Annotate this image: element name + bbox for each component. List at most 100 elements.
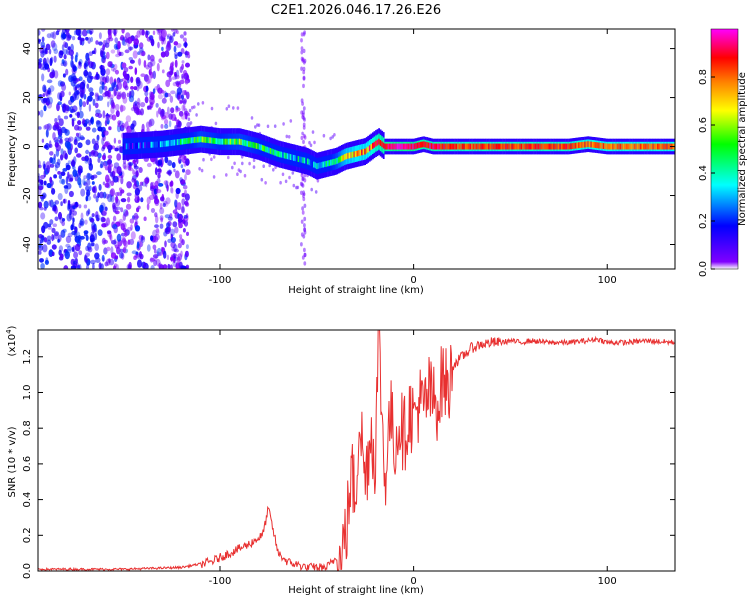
noise-blob [273,124,277,128]
noise-blob [49,71,55,79]
ridge-core [545,143,548,150]
noise-blob [150,265,155,269]
noise-blob [47,96,53,105]
ridge-core [255,143,258,149]
noise-blob [77,126,83,131]
noise-blob [128,65,133,70]
noise-blob [94,243,99,251]
noise-blob [58,174,63,180]
ridge-core [536,143,538,150]
noise-blob [51,227,56,233]
noise-blob [102,162,106,168]
ridge-core [578,142,580,149]
noise-blob [124,231,128,238]
noise-blob [163,231,168,237]
ridge-core [477,143,480,150]
noise-blob [143,262,146,268]
noise-blob [87,71,92,77]
ridge-core [444,143,447,150]
noise-blob [157,183,164,187]
ridge-core [277,151,280,157]
noise-blob [110,180,115,186]
ridge-core [633,143,636,150]
ridge-core [333,158,335,165]
noise-blob [171,187,174,194]
ridge-core [127,143,129,150]
noise-blob [116,246,121,255]
noise-blob [169,35,174,43]
ridge-core [173,139,176,146]
noise-blob [140,108,144,116]
ridge-core [150,141,153,148]
noise-blob [93,185,97,194]
ridge-core [533,143,535,150]
noise-blob [42,98,48,106]
noise-blob [291,171,295,175]
noise-blob [78,250,83,256]
noise-blob [90,218,94,223]
noise-blob [108,33,112,40]
x-tick-label: 0 [410,576,416,587]
noise-blob [68,75,73,83]
noise-blob [77,142,83,149]
noise-blob [303,117,306,122]
noise-blob [184,193,190,201]
ridge-core [330,159,332,166]
noise-blob [174,71,177,77]
ridge-core [224,138,227,145]
noise-blob [72,217,75,223]
noise-blob [63,185,69,189]
snr-y-label: SNR (10 * v/v) [7,426,18,497]
ridge-core [358,150,360,157]
noise-blob [177,212,180,220]
noise-blob [51,244,57,250]
ridge-core [293,154,295,161]
noise-blob [111,82,116,89]
ridge-core [658,143,661,150]
noise-blob [288,175,291,180]
noise-blob [170,241,176,249]
ridge-core [187,137,190,144]
noise-blob [67,232,73,238]
noise-blob [120,198,127,203]
noise-blob [153,259,157,267]
noise-blob [38,126,42,130]
noise-blob [75,258,78,264]
noise-blob [171,61,175,67]
noise-blob [123,165,128,170]
noise-blob [146,196,151,205]
noise-blob [134,171,140,177]
noise-blob [52,132,56,141]
noise-blob [60,154,64,161]
noise-blob [184,108,188,115]
ridge-core [650,143,653,150]
ridge-core [311,160,314,167]
ridge-core [372,142,374,149]
ridge-core [649,143,651,150]
colorbar-tick-label: 0.8 [698,69,709,85]
ridge-core [517,143,520,150]
noise-blob [55,144,61,152]
noise-blob [72,261,78,266]
ridge-core [300,156,303,163]
ridge-core [162,141,165,147]
noise-blob [97,157,101,163]
ridge-core [319,162,322,169]
noise-blob [302,196,306,202]
noise-blob [38,250,42,255]
ridge-core [359,149,362,156]
noise-blob [81,29,88,37]
spectrogram-plot: -100 0 100 -40 -20 0 20 40 Height of straight … [7,28,676,296]
ridge-core [345,153,348,160]
noise-blob [77,177,82,186]
noise-blob [303,261,307,266]
ridge-core [474,143,476,150]
noise-blob [179,66,183,73]
noise-blob [266,124,270,129]
ridge-core [573,142,576,149]
noise-blob [56,103,60,112]
noise-blob [156,29,162,36]
noise-blob [302,192,306,196]
noise-blob [308,140,311,145]
ridge-core [227,138,230,145]
